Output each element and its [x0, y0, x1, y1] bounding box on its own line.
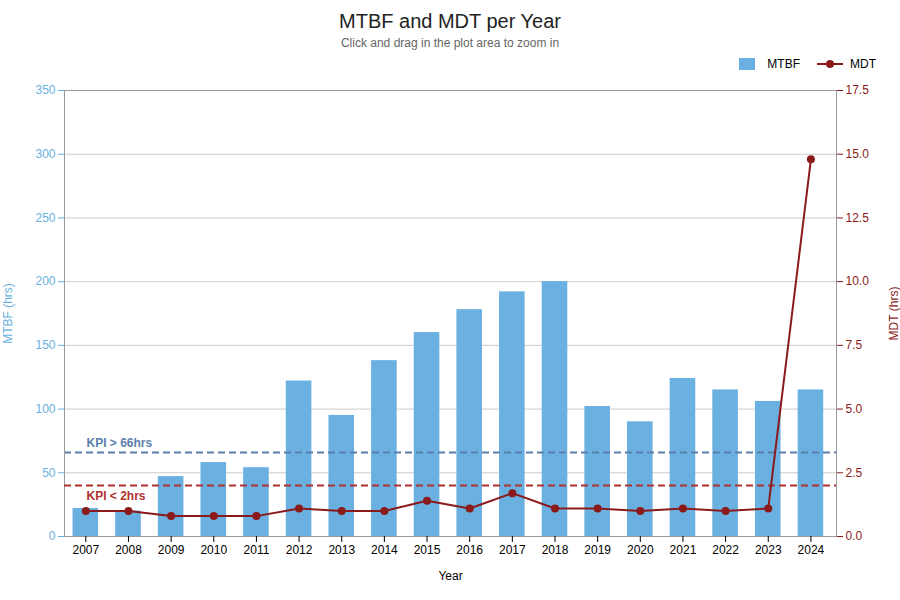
svg-text:7.5: 7.5 [846, 338, 863, 352]
svg-text:0: 0 [49, 529, 56, 543]
svg-text:5.0: 5.0 [846, 402, 863, 416]
svg-text:17.5: 17.5 [846, 83, 870, 97]
svg-text:2012: 2012 [286, 543, 313, 557]
svg-text:2009: 2009 [158, 543, 185, 557]
svg-text:2011: 2011 [244, 543, 270, 557]
svg-text:2020: 2020 [627, 543, 654, 557]
svg-text:2023: 2023 [755, 543, 782, 557]
svg-text:10.0: 10.0 [846, 274, 870, 288]
svg-text:2007: 2007 [72, 543, 99, 557]
svg-text:KPI > 66hrs: KPI > 66hrs [87, 436, 153, 450]
svg-text:2018: 2018 [542, 543, 569, 557]
svg-text:350: 350 [35, 83, 55, 97]
svg-text:100: 100 [35, 402, 55, 416]
html-text:Click and drag in the plot are: Click and drag in the plot area to zoom … [340, 36, 560, 50]
html-text:MTBF: MTBF [767, 57, 800, 71]
svg-text:0.0: 0.0 [846, 529, 863, 543]
svg-text:KPI < 2hrs: KPI < 2hrs [87, 489, 146, 503]
svg-text:2022: 2022 [712, 543, 739, 557]
svg-text:2014: 2014 [371, 543, 398, 557]
svg-text:150: 150 [35, 338, 55, 352]
svg-text:2013: 2013 [328, 543, 355, 557]
svg-text:2016: 2016 [456, 543, 483, 557]
svg-text:Year: Year [438, 569, 462, 583]
svg-text:2019: 2019 [584, 543, 611, 557]
svg-text:MDT (hrs): MDT (hrs) [887, 287, 900, 341]
html-text:MTBF and MDT per Year: MTBF and MDT per Year [339, 10, 561, 32]
svg-text:2010: 2010 [200, 543, 227, 557]
svg-text:50: 50 [42, 466, 56, 480]
svg-text:2024: 2024 [798, 543, 825, 557]
html-text:MDT: MDT [850, 57, 876, 71]
svg-text:2008: 2008 [115, 543, 142, 557]
svg-text:2017: 2017 [499, 543, 526, 557]
svg-text:2.5: 2.5 [846, 466, 863, 480]
svg-text:2015: 2015 [414, 543, 441, 557]
svg-text:2021: 2021 [670, 543, 697, 557]
svg-text:MTBF (hrs): MTBF (hrs) [1, 283, 15, 344]
svg-text:12.5: 12.5 [846, 211, 870, 225]
svg-text:250: 250 [35, 211, 55, 225]
svg-text:15.0: 15.0 [846, 147, 870, 161]
svg-text:200: 200 [35, 274, 55, 288]
svg-text:300: 300 [35, 147, 55, 161]
